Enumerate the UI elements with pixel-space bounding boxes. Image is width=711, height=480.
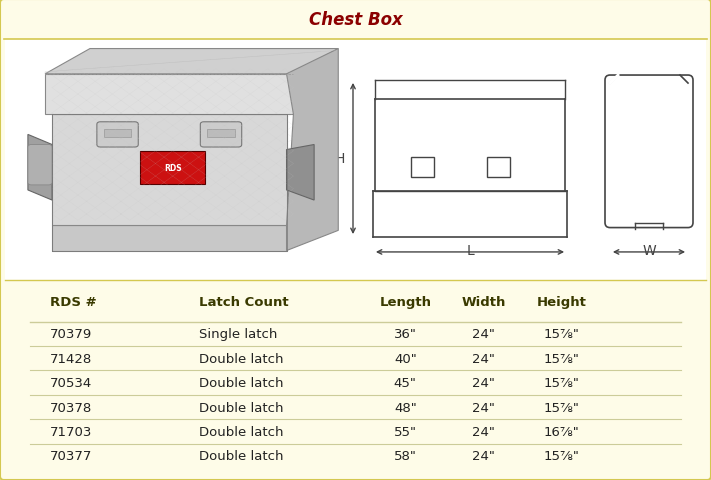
Text: 15⅞": 15⅞" [544, 401, 579, 414]
Text: 16⅞": 16⅞" [544, 425, 579, 438]
Text: Double latch: Double latch [199, 352, 284, 365]
Text: Double latch: Double latch [199, 376, 284, 389]
Text: 71428: 71428 [50, 352, 92, 365]
Text: RDS: RDS [164, 163, 181, 172]
Text: Double latch: Double latch [199, 401, 284, 414]
Text: 24": 24" [472, 352, 495, 365]
Text: 15⅞": 15⅞" [544, 376, 579, 389]
FancyBboxPatch shape [487, 158, 510, 178]
Text: 70377: 70377 [50, 449, 92, 462]
Text: Double latch: Double latch [199, 425, 284, 438]
Text: H: H [335, 152, 345, 166]
Polygon shape [52, 115, 287, 226]
Text: 58": 58" [394, 449, 417, 462]
FancyBboxPatch shape [104, 130, 132, 138]
Text: Width: Width [461, 295, 506, 308]
Text: 24": 24" [472, 328, 495, 341]
FancyBboxPatch shape [97, 122, 138, 148]
Text: 70379: 70379 [50, 328, 92, 341]
Text: Length: Length [379, 295, 432, 308]
Text: 70378: 70378 [50, 401, 92, 414]
Text: 45": 45" [394, 376, 417, 389]
Polygon shape [28, 135, 52, 201]
Text: 40": 40" [394, 352, 417, 365]
Text: Chest Box: Chest Box [309, 11, 402, 29]
Text: 15⅞": 15⅞" [544, 449, 579, 462]
Text: Latch Count: Latch Count [199, 295, 289, 308]
FancyBboxPatch shape [605, 76, 693, 228]
Text: 24": 24" [472, 376, 495, 389]
Text: 36": 36" [394, 328, 417, 341]
Text: 24": 24" [472, 425, 495, 438]
Text: 24": 24" [472, 449, 495, 462]
Text: Single latch: Single latch [199, 328, 277, 341]
Text: 48": 48" [394, 401, 417, 414]
Polygon shape [46, 75, 294, 115]
FancyBboxPatch shape [5, 40, 706, 281]
Text: 15⅞": 15⅞" [544, 352, 579, 365]
Polygon shape [46, 49, 338, 75]
Text: Double latch: Double latch [199, 449, 284, 462]
Text: 71703: 71703 [50, 425, 92, 438]
Polygon shape [52, 226, 287, 251]
Polygon shape [287, 49, 338, 251]
FancyBboxPatch shape [201, 122, 242, 148]
FancyBboxPatch shape [28, 145, 52, 186]
FancyBboxPatch shape [207, 130, 235, 138]
Text: 24": 24" [472, 401, 495, 414]
Polygon shape [287, 145, 314, 201]
Text: 55": 55" [394, 425, 417, 438]
FancyBboxPatch shape [140, 152, 205, 184]
Text: 15⅞": 15⅞" [544, 328, 579, 341]
Text: L: L [466, 243, 474, 257]
Text: Height: Height [537, 295, 587, 308]
FancyBboxPatch shape [411, 158, 434, 178]
Text: RDS #: RDS # [50, 295, 97, 308]
Text: 70534: 70534 [50, 376, 92, 389]
Text: W: W [642, 243, 656, 257]
